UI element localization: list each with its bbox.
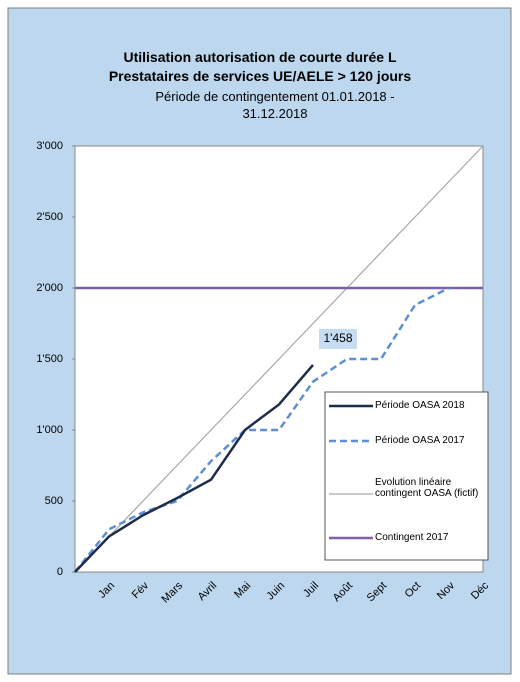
title-line: Prestataires de services UE/AELE > 120 j… [108, 68, 412, 84]
legend-box [324, 391, 489, 561]
y-tick-label: 2'500 [36, 211, 63, 223]
legend-label: Evolution linéaire contingent OASA (fict… [375, 477, 479, 499]
title-line: Utilisation autorisation de courte durée… [123, 49, 397, 65]
data-label-box [319, 328, 357, 349]
data-label: 1'458 [324, 331, 353, 345]
subtitle: Période de contingentement 01.01.2018 - … [155, 89, 395, 121]
series-line [74, 364, 314, 573]
y-tick-label: 0 [57, 566, 63, 578]
y-tick-label: 1'500 [36, 353, 63, 365]
series-line [74, 145, 484, 573]
series-line [74, 286, 450, 573]
y-tick-label: 3'000 [36, 140, 63, 152]
legend-label: Période OASA 2018 [375, 400, 465, 411]
y-tick-label: 2'000 [36, 282, 63, 294]
title: Utilisation autorisation de courte durée… [40, 48, 480, 86]
y-tick-label: 500 [45, 495, 63, 507]
legend-label: Contingent 2017 [375, 532, 449, 543]
y-tick-label: 1'000 [36, 424, 63, 436]
legend-label: Période OASA 2017 [375, 435, 465, 446]
